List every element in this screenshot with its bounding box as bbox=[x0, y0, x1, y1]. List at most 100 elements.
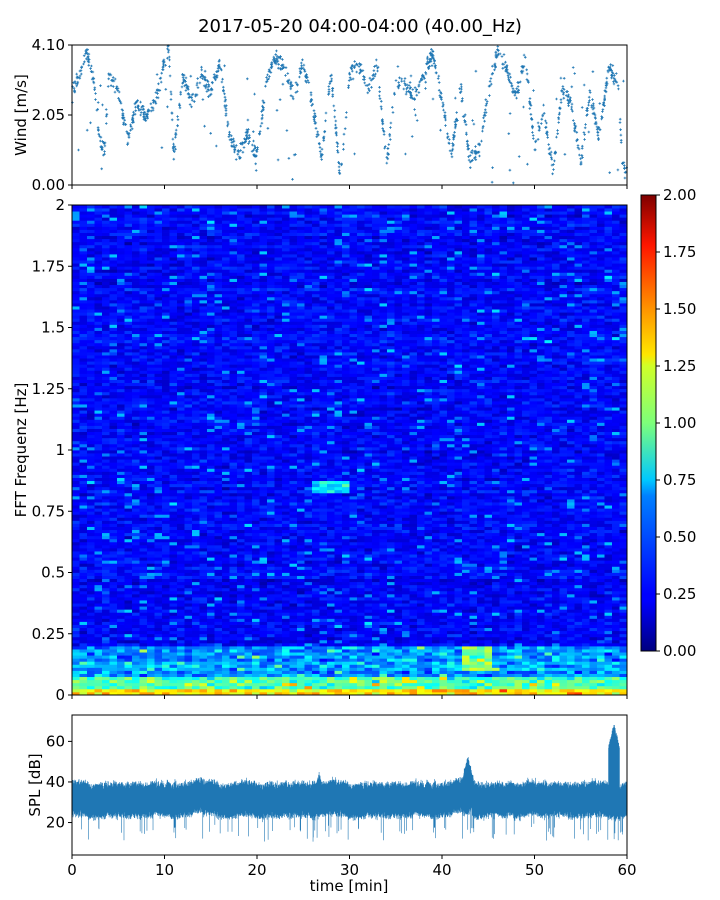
spectrogram-cell bbox=[72, 422, 80, 426]
spectrogram-cell bbox=[132, 544, 140, 549]
spectrogram-cell bbox=[154, 557, 163, 561]
spectrogram-cell bbox=[109, 618, 118, 622]
spectrogram-cell bbox=[207, 345, 215, 350]
spectrogram-cell bbox=[214, 526, 223, 531]
spectrogram-cell bbox=[72, 290, 80, 295]
spectrogram-cell bbox=[207, 597, 215, 601]
spectrogram-cell bbox=[169, 382, 178, 387]
spectrogram-cell bbox=[244, 551, 253, 555]
spectrogram-cell bbox=[259, 284, 268, 289]
spectrogram-cell bbox=[274, 557, 283, 561]
spectrogram-cell bbox=[124, 636, 133, 641]
spectrogram-cell bbox=[124, 523, 133, 527]
spectrogram-cell bbox=[72, 324, 80, 328]
spectrogram-cell bbox=[304, 658, 313, 662]
spectrogram-cell bbox=[117, 621, 125, 625]
spectrogram-cell bbox=[259, 642, 268, 647]
spectrogram-cell bbox=[132, 312, 140, 316]
spectrogram-cell bbox=[154, 211, 163, 215]
spectrogram-cell bbox=[199, 306, 208, 310]
spectrogram-cell bbox=[124, 223, 133, 227]
spectrogram-cell bbox=[94, 590, 103, 595]
spectrogram-cell bbox=[289, 229, 298, 233]
spectrogram-cell bbox=[94, 352, 103, 356]
spectrogram-cell bbox=[199, 401, 208, 405]
spectrogram-cell bbox=[147, 661, 155, 665]
spectrogram-cell bbox=[237, 226, 245, 230]
spectrogram-cell bbox=[259, 241, 268, 246]
spectrogram-cell bbox=[237, 667, 245, 671]
spectrogram-cell bbox=[274, 520, 283, 524]
spectrogram-cell bbox=[229, 627, 238, 632]
spectrogram-cell bbox=[199, 293, 208, 298]
spectrogram-cell bbox=[102, 535, 110, 540]
spectrogram-cell bbox=[252, 526, 260, 531]
spectrogram-cell bbox=[124, 621, 133, 625]
spectrogram-cell bbox=[282, 511, 290, 515]
spectrogram-cell bbox=[169, 352, 178, 356]
spectrogram-cell bbox=[259, 244, 268, 249]
spectrogram-cell bbox=[304, 667, 313, 671]
spectrogram-cell bbox=[177, 471, 185, 475]
spectrogram-cell bbox=[154, 538, 163, 543]
spectrogram-cell bbox=[94, 446, 103, 451]
spectrogram-cell bbox=[282, 407, 290, 411]
spectrogram-cell bbox=[102, 257, 110, 261]
spectrogram-cell bbox=[222, 593, 230, 598]
spectrogram-cell bbox=[274, 597, 283, 601]
spectrogram-cell bbox=[102, 315, 110, 319]
spectrogram-cell bbox=[207, 373, 215, 377]
spectrogram-cell bbox=[274, 584, 283, 589]
spectrogram-cell bbox=[274, 627, 283, 632]
spectrogram-cell bbox=[147, 670, 155, 674]
spectrogram-cell bbox=[132, 315, 140, 319]
spectrogram-cell bbox=[169, 410, 178, 414]
spectrogram-cell bbox=[274, 532, 283, 537]
spectrogram-cell bbox=[282, 544, 290, 549]
spectrogram-cell bbox=[267, 410, 275, 414]
spectrogram-cell bbox=[297, 385, 305, 390]
spectrogram-cell bbox=[237, 336, 245, 341]
spectrogram-cell bbox=[184, 492, 193, 497]
spectrogram-cell bbox=[297, 514, 305, 518]
spectrogram-cell bbox=[244, 664, 253, 668]
spectrogram-cell bbox=[132, 364, 140, 368]
spectrogram-cell bbox=[184, 523, 193, 527]
spectrogram-cell bbox=[132, 238, 140, 243]
spectrogram-cell bbox=[297, 281, 305, 286]
spectrogram-cell bbox=[199, 434, 208, 439]
spectrogram-cell bbox=[237, 244, 245, 249]
spectrogram-cell bbox=[297, 685, 305, 690]
spectrogram-cell bbox=[237, 223, 245, 227]
spectrogram-cell bbox=[124, 505, 133, 509]
spectrogram-cell bbox=[79, 254, 88, 258]
spectrogram-cell bbox=[214, 584, 223, 589]
spectrogram-cell bbox=[124, 244, 133, 249]
spectrogram-cell bbox=[229, 330, 238, 335]
spectrogram-cell bbox=[124, 394, 133, 399]
spectrogram-cell bbox=[87, 658, 95, 662]
spectrogram-cell bbox=[199, 339, 208, 344]
spectrogram-cell bbox=[147, 425, 155, 429]
spectrogram-cell bbox=[274, 214, 283, 218]
spectrogram-cell bbox=[162, 299, 170, 304]
spectrogram-cell bbox=[192, 431, 200, 436]
spectrogram-cell bbox=[147, 299, 155, 304]
spectrogram-cell bbox=[199, 318, 208, 322]
spectrogram-cell bbox=[259, 682, 268, 687]
spectrogram-cell bbox=[169, 511, 178, 515]
spectrogram-cell bbox=[252, 407, 260, 411]
spectrogram-cell bbox=[147, 603, 155, 607]
spectrogram-cell bbox=[177, 272, 185, 276]
spectrogram-cell bbox=[192, 541, 200, 546]
spectrogram-cell bbox=[214, 407, 223, 411]
spectrogram-cell bbox=[214, 633, 223, 638]
spectrogram-cell bbox=[109, 572, 118, 576]
spectrogram-cell bbox=[267, 290, 275, 295]
spectrogram-cell bbox=[267, 566, 275, 570]
spectrogram-cell bbox=[184, 440, 193, 445]
spectrogram-cell bbox=[207, 477, 215, 482]
spectrogram-cell bbox=[162, 685, 170, 690]
spectrogram-cell bbox=[79, 404, 88, 408]
spectrogram-cell bbox=[259, 499, 268, 503]
